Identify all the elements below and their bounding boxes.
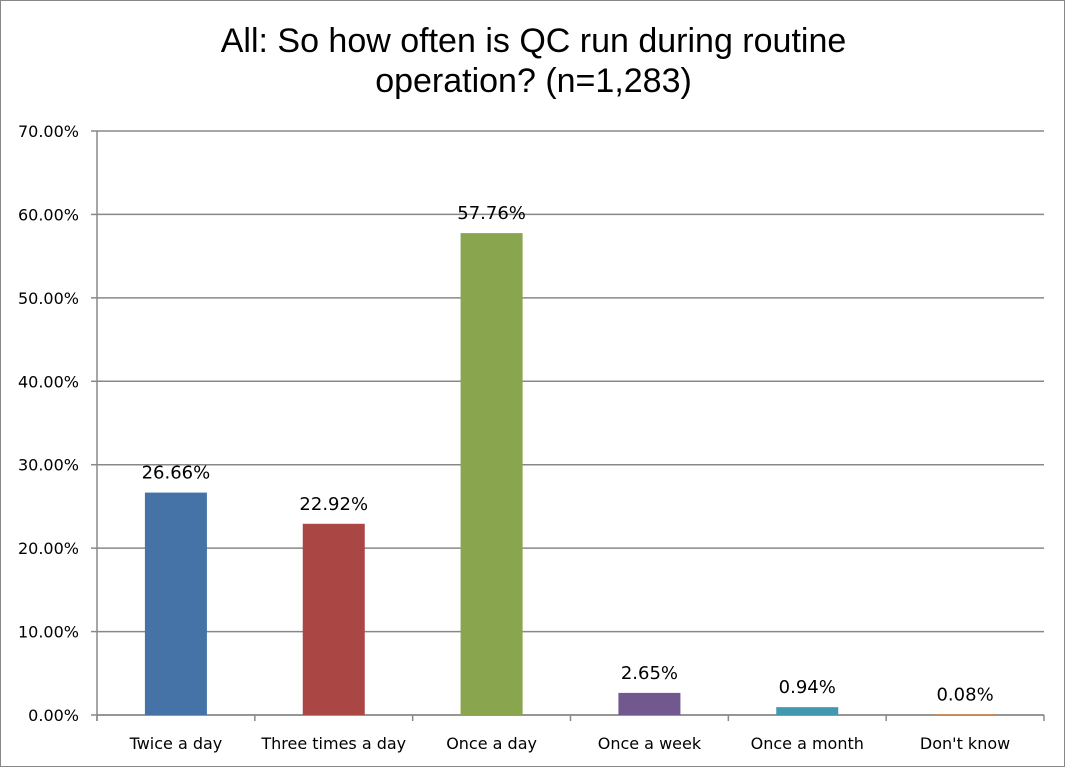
y-tick-label: 30.00% [18,456,79,475]
bar [776,707,839,715]
data-label: 0.08% [936,684,993,705]
data-label: 2.65% [621,663,678,684]
chart-title-line-2: operation? (n=1,283) [375,62,692,100]
x-tick-label: Twice a day [129,734,223,753]
y-tick-label: 0.00% [28,706,79,725]
chart-title: All: So how often is QC run during routi… [1,21,1065,101]
data-label: 57.76% [457,203,526,224]
y-tick-label: 40.00% [18,372,79,391]
x-tick-label: Once a day [446,734,537,753]
x-tick-label: Three times a day [260,734,406,753]
bar [934,714,997,715]
bar [144,492,207,715]
bar [618,692,681,715]
data-label: 26.66% [142,463,211,484]
x-tick-label: Don't know [920,734,1010,753]
y-tick-label: 70.00% [18,122,79,141]
data-label: 22.92% [299,494,368,515]
chart-title-line-1: All: So how often is QC run during routi… [220,22,847,60]
y-tick-label: 10.00% [18,623,79,642]
y-tick-label: 20.00% [18,539,79,558]
y-tick-label: 60.00% [18,205,79,224]
data-label: 0.94% [779,677,836,698]
bar [460,233,523,715]
bar [302,523,365,715]
y-tick-label: 50.00% [18,289,79,308]
x-tick-label: Once a month [751,734,864,753]
x-tick-label: Once a week [598,734,702,753]
